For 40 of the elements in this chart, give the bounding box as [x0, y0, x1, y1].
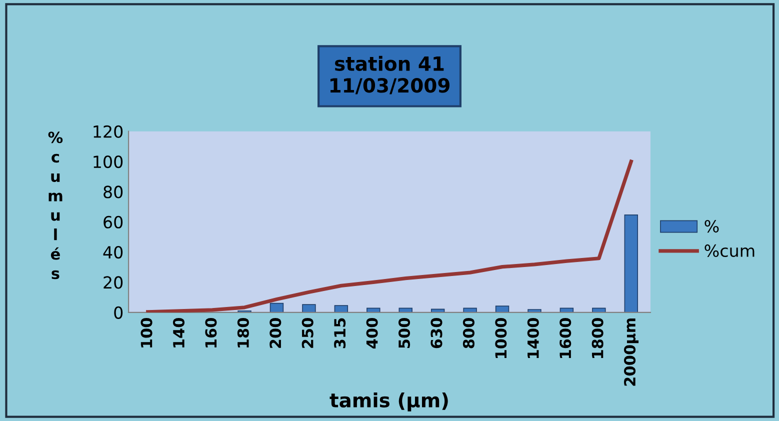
y-tick-label: 120	[94, 125, 123, 138]
y-tick-label: 100	[94, 155, 123, 168]
x-tick-label: 2000µm	[624, 318, 639, 386]
chart-title: station 41 11/03/2009	[330, 56, 450, 94]
x-tick-label: 140	[172, 318, 185, 348]
x-tick-label: 180	[237, 318, 249, 348]
bar	[463, 308, 477, 312]
bar	[592, 308, 606, 312]
line-series	[146, 160, 633, 312]
bar	[528, 309, 542, 312]
x-tick-label: 250	[302, 318, 314, 348]
x-tick-label: 160	[205, 318, 217, 348]
x-tick-label: 1400	[527, 318, 539, 358]
y-axis-title: % cumulés	[48, 132, 63, 280]
bar	[398, 308, 412, 312]
bar	[334, 305, 348, 312]
bar	[495, 306, 510, 312]
y-tick-label: 80	[104, 186, 123, 198]
x-tick-label: 800	[462, 318, 474, 348]
x-tick-label: 315	[334, 318, 346, 348]
x-tick-label: 100	[140, 318, 152, 348]
x-tick-label: 200	[270, 318, 282, 348]
x-tick-label: 400	[366, 318, 378, 348]
bar	[270, 302, 284, 312]
x-tick-label: 500	[398, 318, 410, 348]
x-tick-label: 1600	[560, 318, 572, 358]
legend-label: %	[704, 220, 719, 233]
bar	[366, 308, 380, 312]
y-tick-label: 40	[103, 246, 123, 259]
y-tick-label: 60	[104, 216, 123, 228]
bar	[624, 214, 638, 312]
x-tick-label: 1000	[495, 318, 507, 358]
x-tick-label: 1800	[592, 318, 604, 358]
y-tick-label: 0	[114, 306, 123, 319]
bar	[302, 304, 316, 312]
legend-label: %cum	[704, 244, 754, 258]
x-tick-label: 630	[430, 318, 442, 348]
bar	[560, 308, 574, 312]
y-tick-label: 20	[104, 276, 123, 289]
x-axis-title: tamis (µm)	[330, 392, 448, 412]
